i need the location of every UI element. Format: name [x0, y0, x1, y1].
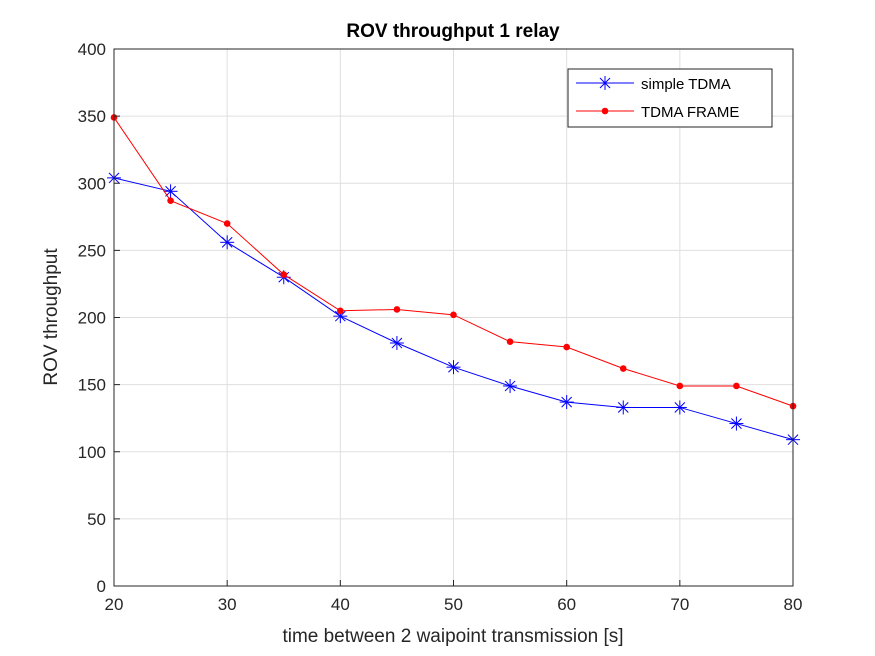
data-point-tdma-frame — [506, 338, 514, 345]
data-point-simple-tdma — [616, 400, 631, 415]
y-tick-label: 0 — [97, 577, 106, 596]
x-tick-label: 70 — [670, 595, 689, 614]
legend-label-tdma-frame: TDMA FRAME — [641, 104, 739, 121]
x-tick-label: 80 — [784, 595, 803, 614]
data-point-tdma-frame — [393, 306, 401, 313]
data-point-simple-tdma — [729, 416, 744, 431]
y-tick-label: 50 — [87, 510, 106, 529]
data-point-simple-tdma — [220, 235, 235, 250]
data-point-simple-tdma — [503, 378, 518, 393]
data-point-simple-tdma — [446, 360, 461, 375]
data-point-tdma-frame — [337, 307, 344, 315]
legend-marker-simple-tdma — [598, 76, 612, 90]
x-tick-label: 30 — [218, 595, 237, 614]
data-point-tdma-frame — [167, 197, 174, 205]
data-point-tdma-frame — [450, 311, 457, 319]
chart-title: ROV throughput 1 relay — [346, 21, 560, 42]
legend-label-simple-tdma: simple TDMA — [641, 76, 731, 93]
data-point-tdma-frame — [733, 382, 740, 390]
data-point-tdma-frame — [280, 271, 288, 278]
axis-ticks: 20 30 40 50 60 70 80 0 50 100 150 200 250 300 350 400 — [78, 40, 803, 614]
y-tick-label: 150 — [78, 376, 106, 395]
x-axis-label: time between 2 waipoint transmission [s] — [282, 626, 623, 647]
x-tick-label: 40 — [331, 595, 350, 614]
data-point-tdma-frame — [223, 220, 231, 227]
y-tick-label: 250 — [78, 241, 106, 260]
y-tick-label: 350 — [78, 107, 106, 126]
data-point-tdma-frame — [676, 382, 684, 390]
y-axis-label: ROV throughput — [41, 248, 62, 386]
data-point-simple-tdma — [389, 336, 404, 351]
data-point-tdma-frame — [563, 343, 570, 351]
legend-box — [567, 68, 773, 128]
legend-marker-tdma-frame — [601, 107, 609, 115]
data-point-simple-tdma — [163, 184, 178, 199]
y-tick-label: 300 — [78, 174, 106, 193]
data-point-simple-tdma — [672, 400, 687, 415]
y-tick-label: 100 — [78, 443, 106, 462]
data-point-tdma-frame — [619, 365, 627, 372]
x-tick-label: 50 — [444, 595, 463, 614]
x-tick-label: 20 — [105, 595, 124, 614]
y-tick-label: 200 — [78, 309, 106, 328]
x-tick-label: 60 — [557, 595, 576, 614]
data-point-simple-tdma — [559, 395, 574, 410]
legend: simple TDMA TDMA FRAME — [567, 68, 773, 128]
y-tick-label: 400 — [78, 40, 106, 59]
